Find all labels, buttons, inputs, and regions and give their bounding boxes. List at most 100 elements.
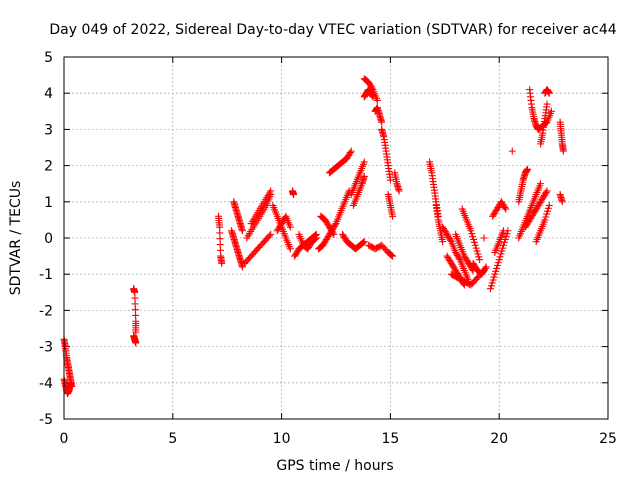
- data-point: [320, 240, 328, 248]
- data-point: [526, 216, 534, 224]
- data-point: [373, 96, 381, 104]
- data-point: [304, 245, 312, 253]
- data-point: [462, 255, 470, 263]
- data-point: [389, 212, 397, 220]
- data-point: [290, 191, 298, 199]
- data-point: [460, 252, 468, 260]
- data-point: [527, 214, 535, 222]
- data-point: [340, 233, 348, 241]
- data-point: [443, 230, 451, 238]
- x-tick-label: 10: [273, 431, 291, 447]
- data-point: [343, 154, 351, 162]
- data-point: [493, 205, 501, 213]
- data-point: [530, 209, 538, 217]
- data-point: [345, 187, 353, 195]
- data-point: [476, 256, 484, 264]
- data-point: [454, 253, 462, 261]
- data-point: [292, 249, 300, 257]
- data-point: [498, 199, 506, 207]
- y-tick-label: 3: [44, 122, 53, 138]
- x-tick-label: 20: [490, 431, 508, 447]
- data-point: [389, 252, 397, 260]
- data-point: [265, 232, 273, 240]
- data-point: [491, 208, 499, 216]
- data-point: [503, 230, 511, 238]
- data-point: [323, 234, 331, 242]
- data-point: [305, 242, 313, 250]
- data-point: [490, 209, 498, 217]
- data-point: [132, 339, 140, 347]
- data-point: [470, 261, 478, 269]
- data-point: [341, 235, 349, 243]
- data-point: [395, 187, 403, 195]
- data-point: [369, 93, 377, 101]
- data-point: [322, 235, 330, 243]
- data-point: [524, 219, 532, 227]
- data-point: [451, 265, 459, 273]
- data-point: [489, 276, 497, 284]
- data-point: [443, 252, 451, 260]
- data-point: [311, 235, 319, 243]
- data-point: [360, 158, 368, 166]
- data-point: [453, 251, 461, 259]
- data-point: [502, 233, 510, 241]
- data-point: [366, 80, 374, 88]
- data-point: [523, 220, 531, 228]
- data-point: [274, 225, 282, 233]
- data-point: [543, 210, 551, 218]
- x-axis-label: GPS time / hours: [276, 458, 393, 474]
- data-point: [446, 258, 454, 266]
- data-points: [60, 75, 567, 398]
- data-point: [490, 211, 498, 219]
- data-point: [291, 252, 299, 260]
- data-point: [453, 250, 461, 258]
- data-point: [500, 241, 508, 249]
- data-point: [531, 207, 539, 215]
- data-point: [498, 247, 506, 255]
- data-point: [444, 232, 452, 240]
- data-point: [478, 270, 486, 278]
- data-point: [324, 233, 332, 241]
- data-point: [447, 259, 455, 267]
- data-point: [464, 258, 472, 266]
- data-point: [449, 262, 457, 270]
- data-point: [339, 232, 347, 240]
- data-point: [527, 213, 535, 221]
- data-point: [286, 245, 294, 253]
- data-point: [559, 147, 567, 155]
- data-point: [329, 229, 337, 237]
- data-point: [359, 239, 367, 247]
- data-point: [330, 230, 338, 238]
- data-point: [339, 230, 347, 238]
- data-point: [471, 262, 479, 270]
- data-point: [238, 227, 246, 235]
- data-point: [490, 273, 498, 281]
- data-point: [492, 206, 500, 214]
- data-point: [276, 222, 284, 230]
- data-point: [482, 263, 490, 271]
- data-point: [319, 241, 327, 249]
- data-point: [360, 172, 368, 180]
- data-point: [326, 225, 334, 233]
- y-tick-label: -1: [39, 267, 53, 283]
- data-point: [501, 204, 509, 212]
- data-point: [544, 204, 552, 212]
- y-tick-label: -4: [39, 376, 53, 392]
- data-point: [480, 234, 488, 242]
- data-point: [542, 213, 550, 221]
- data-point: [545, 201, 553, 209]
- data-point: [535, 200, 543, 208]
- data-point: [324, 220, 332, 228]
- data-point: [538, 196, 546, 204]
- data-point: [378, 118, 386, 126]
- data-point: [471, 241, 479, 249]
- data-point: [489, 212, 497, 220]
- data-point: [502, 205, 510, 213]
- x-tick-label: 0: [60, 431, 69, 447]
- data-point: [323, 219, 331, 227]
- y-tick-label: 4: [44, 86, 53, 102]
- data-point: [312, 234, 320, 242]
- data-point: [455, 254, 463, 262]
- data-point: [328, 227, 336, 235]
